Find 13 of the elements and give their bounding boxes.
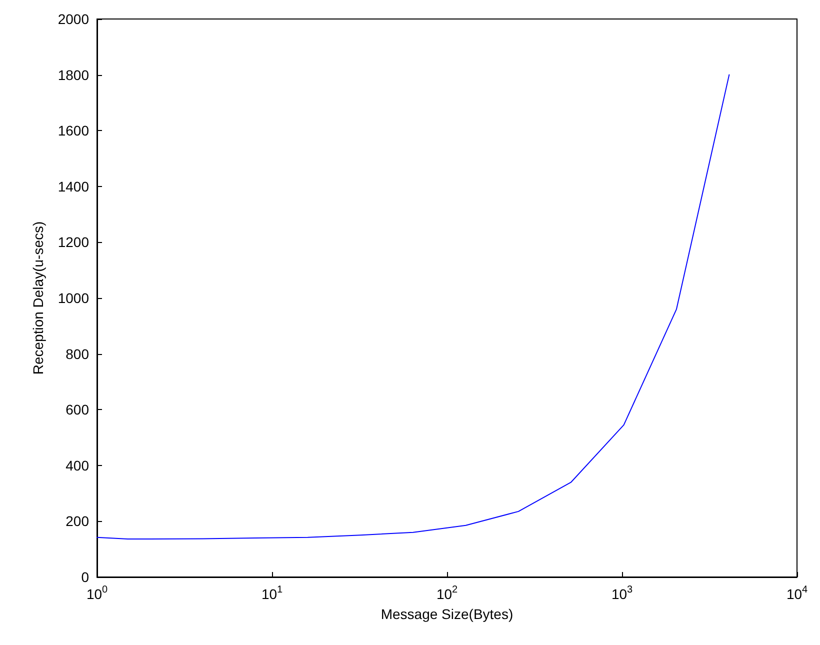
y-tick-label: 600 <box>66 402 90 418</box>
y-tick-label: 1000 <box>58 290 90 306</box>
y-tick-label: 1600 <box>58 122 90 139</box>
x-axis-title: Message Size(Bytes) <box>380 606 514 622</box>
y-tick-label: 1800 <box>58 66 90 83</box>
y-tick-label: 2000 <box>58 11 90 27</box>
y-tick-label: 0 <box>81 569 90 585</box>
y-tick-label: 200 <box>66 513 90 530</box>
y-tick-label: 1400 <box>58 178 90 194</box>
y-tick-label: 400 <box>66 457 90 474</box>
y-tick-label: 1200 <box>58 234 90 250</box>
y-tick-label: 800 <box>66 346 90 362</box>
y-axis-title: Reception Delay(u-secs) <box>30 221 46 375</box>
